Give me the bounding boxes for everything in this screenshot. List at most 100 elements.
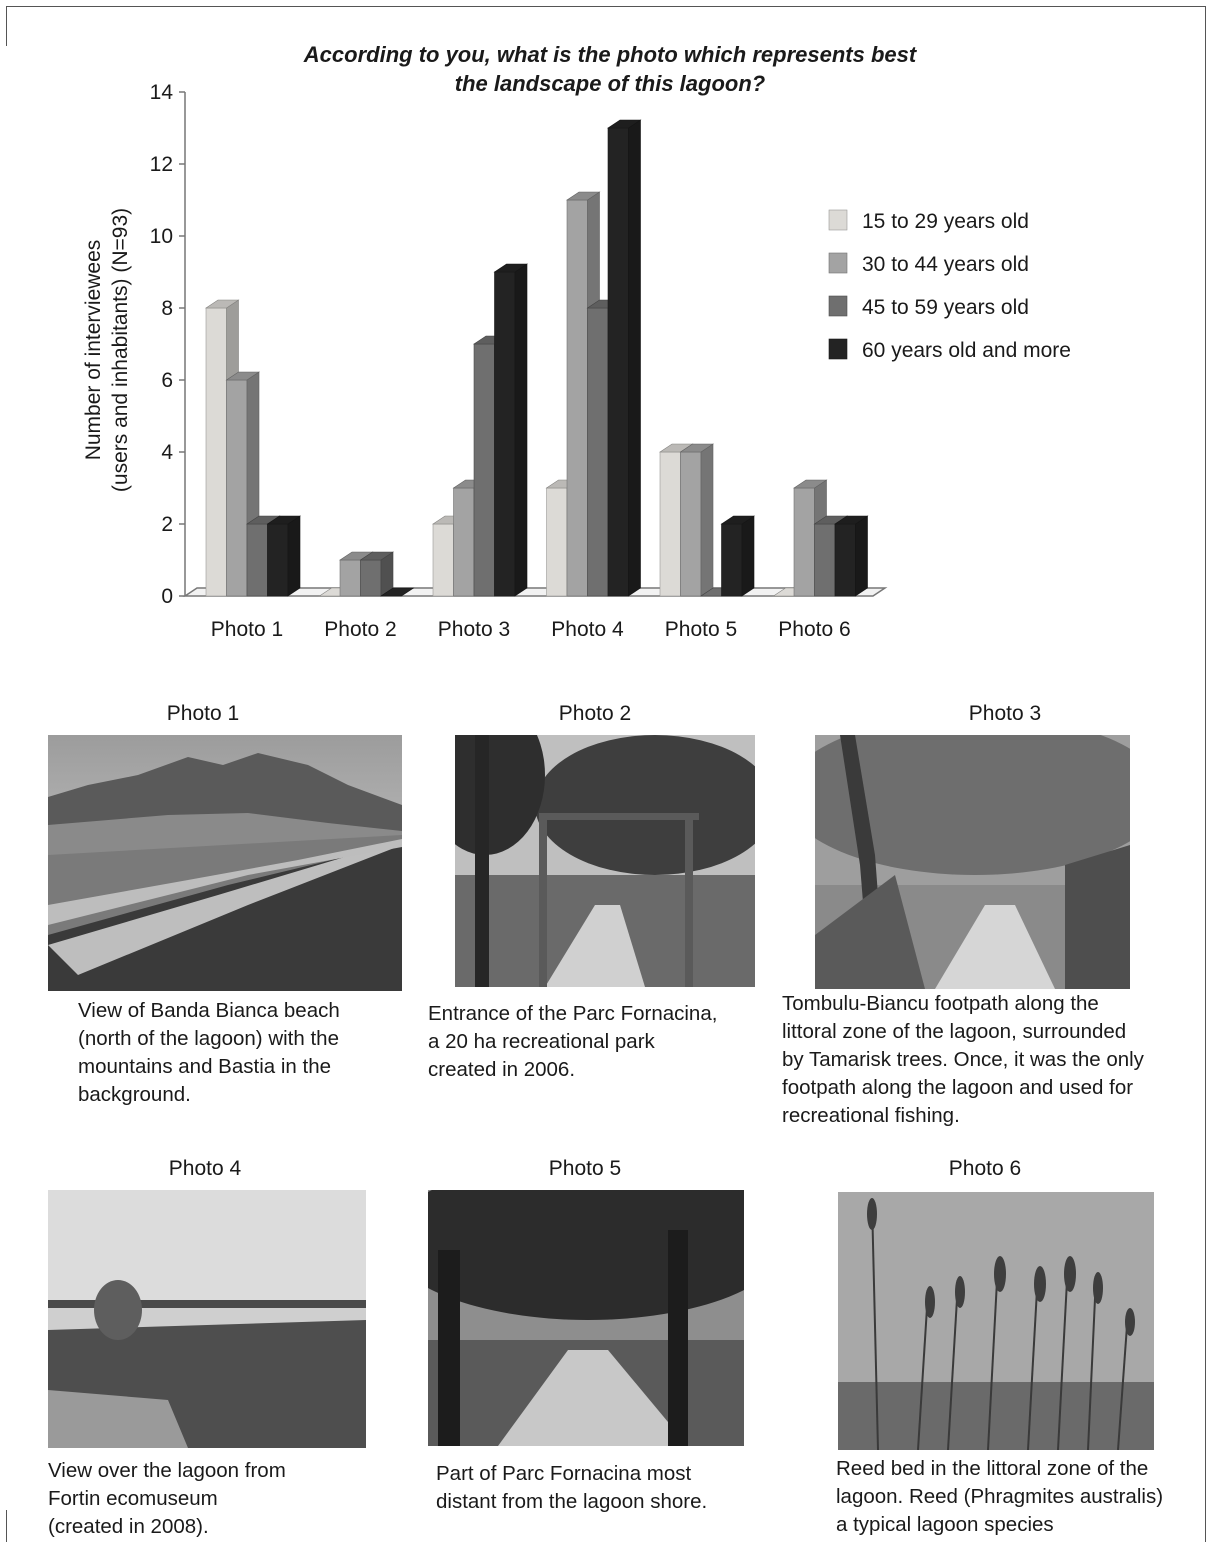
photo-1-caption-line: background. [78,1083,191,1106]
y-tick-label: 10 [150,225,173,248]
bar-side [700,443,714,597]
bar [360,559,382,597]
bar-side [741,515,755,597]
bar [205,307,227,597]
bar-top [679,443,714,453]
x-tick-label: Photo 2 [324,618,396,641]
photo-1-caption-line: mountains and Bastia in the [78,1055,331,1078]
x-tick-label: Photo 5 [665,618,737,641]
photo-1-caption: View of Banda Bianca beach (north of the… [78,997,398,1109]
bar [721,523,743,597]
bar-top [493,263,528,273]
photo-5-caption: Part of Parc Fornacina most distant from… [436,1460,766,1516]
y-tick-label: 2 [161,513,173,536]
legend-label: 30 to 44 years old [862,253,1029,276]
bar-top [205,299,240,309]
photo-5-caption-line: Part of Parc Fornacina most [436,1462,692,1485]
bar [473,343,495,597]
x-tick-label: Photo 6 [778,618,850,641]
photo-3-caption-line: Tombulu-Biancu footpath along the [782,992,1099,1015]
photo-2-caption-line: a 20 ha recreational park [428,1030,655,1053]
bar-top [359,551,394,561]
legend-label: 60 years old and more [862,339,1071,362]
photo-2-caption-line: Entrance of the Parc Fornacina, [428,1002,718,1025]
photo-6-caption-line: lagoon. Reed (Phragmites australis) [836,1485,1164,1508]
photo-4-caption-line: Fortin ecomuseum [48,1487,218,1510]
x-tick-label: Photo 3 [438,618,510,641]
y-tick-label: 4 [161,441,173,464]
legend-swatch [828,252,848,274]
photo-2-caption: Entrance of the Parc Fornacina, a 20 ha … [428,1000,773,1084]
photo-3-caption-line: by Tamarisk trees. Once, it was the only [782,1048,1144,1071]
photo-3-title: Photo 3 [968,702,1042,725]
y-tick-label: 8 [161,297,173,320]
y-tick-label: 12 [150,153,173,176]
photo-4-title: Photo 4 [168,1157,242,1180]
chart-title: According to you, what is the photo whic… [190,40,1030,98]
bar [834,523,856,597]
bar [546,487,568,597]
bar [680,451,702,597]
photo-3-caption-line: littoral zone of the lagoon, surrounded [782,1020,1127,1043]
y-axis-label: (users and inhabitants) (N=93) [109,208,132,492]
bar [607,127,629,597]
bar-zero [380,587,415,597]
bar [339,559,361,597]
bar [566,199,588,597]
bar-top [793,479,828,489]
photo-5-image [428,1190,744,1446]
figure-frame-left-bottom [6,1510,7,1542]
y-tick-label: 14 [150,81,174,104]
photo-1-caption-line: View of Banda Bianca beach [78,999,340,1022]
chart-title-line-2: the landscape of this lagoon? [454,71,766,96]
y-tick-label: 0 [161,585,173,608]
bar-side [514,263,528,597]
photo-1-title: Photo 1 [166,702,240,725]
photo-3-caption-line: recreational fishing. [782,1104,960,1127]
bar [659,451,681,597]
bar [494,271,516,597]
bar [453,487,475,597]
bar-top [566,191,601,201]
x-tick-label: Photo 1 [211,618,283,641]
legend-swatch [828,338,848,360]
bar [814,523,836,597]
bar-side [628,119,641,597]
bar-top [607,119,642,129]
photo-5-title: Photo 5 [548,1157,622,1180]
chart-title-line-1: According to you, what is the photo whic… [303,42,917,67]
photo-3-caption-line: footpath along the lagoon and used for [782,1076,1134,1099]
photo-3-caption: Tombulu-Biancu footpath along the littor… [782,990,1210,1130]
bar [587,307,609,597]
photo-6-caption-line: a typical lagoon species [836,1513,1054,1536]
photo-4-caption-line: View over the lagoon from [48,1459,286,1482]
bar-top [720,515,755,525]
photo-5-caption-line: distant from the lagoon shore. [436,1490,708,1513]
bar [226,379,248,597]
photo-3-image [815,735,1130,989]
figure-frame-left [6,6,7,46]
photo-4-caption-line: (created in 2008). [48,1515,209,1538]
bar-top [834,515,869,525]
y-axis-label: Number of interviewees [82,240,105,461]
bar-top [266,515,301,525]
photo-6-caption-line: Reed bed in the littoral zone of the [836,1457,1149,1480]
photo-2-caption-line: created in 2006. [428,1058,576,1081]
bar-side [287,515,301,597]
bar [246,523,268,597]
bar-side [855,515,868,597]
photo-1-image [48,735,402,991]
photo-4-caption: View over the lagoon from Fortin ecomuse… [48,1457,378,1541]
photo-6-caption: Reed bed in the littoral zone of the lag… [836,1455,1211,1539]
photo-6-image [838,1192,1154,1450]
bar-chart: 0 2 4 6 8 10 12 14 Number of interviewees (users … [82,81,1071,641]
legend-label: 45 to 59 years old [862,296,1029,319]
bar [432,523,454,597]
legend-swatch [828,295,848,317]
legend-label: 15 to 29 years old [862,210,1029,233]
photo-1-caption-line: (north of the lagoon) with the [78,1027,339,1050]
bar [267,523,289,597]
bar-top [225,371,260,381]
photo-4-image [48,1190,366,1448]
figure-frame [6,6,1206,1542]
